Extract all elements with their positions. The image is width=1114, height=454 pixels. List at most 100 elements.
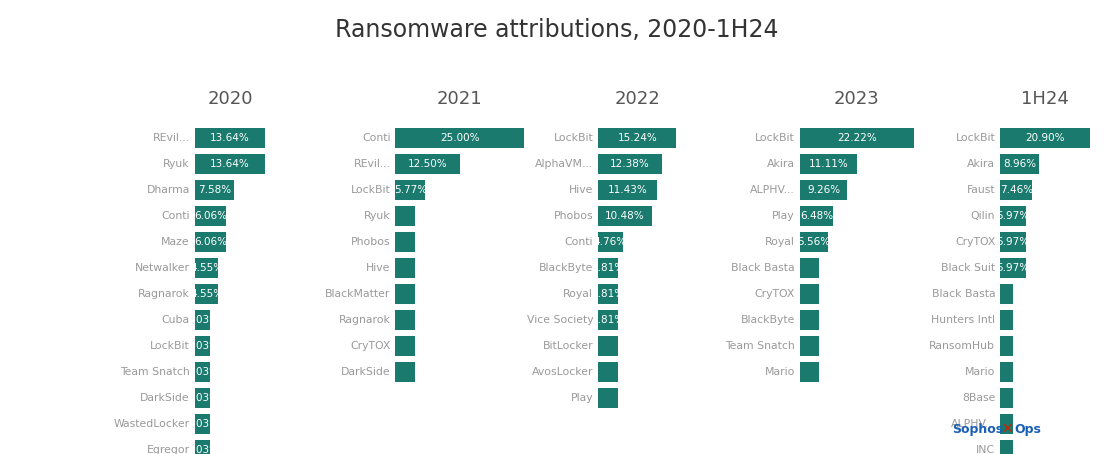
- Bar: [800, 336, 819, 356]
- Text: Egregor: Egregor: [147, 445, 190, 454]
- Bar: [800, 310, 819, 330]
- Text: 13.64%: 13.64%: [211, 133, 250, 143]
- Text: 20.90%: 20.90%: [1025, 133, 1065, 143]
- Text: 4.55%: 4.55%: [190, 289, 223, 299]
- Text: Phobos: Phobos: [351, 237, 391, 247]
- Bar: [1000, 336, 1013, 356]
- Text: Akira: Akira: [967, 159, 996, 169]
- Text: Play: Play: [772, 211, 795, 221]
- Text: 2023: 2023: [834, 90, 880, 108]
- Bar: [195, 284, 218, 304]
- Text: 10.48%: 10.48%: [605, 211, 645, 221]
- Text: ALPHV...: ALPHV...: [950, 419, 996, 429]
- Text: 4.55%: 4.55%: [190, 263, 223, 273]
- Bar: [598, 180, 657, 200]
- Text: 3.03%: 3.03%: [186, 315, 219, 325]
- Bar: [395, 232, 416, 252]
- Text: 15.24%: 15.24%: [617, 133, 657, 143]
- Text: AvosLocker: AvosLocker: [531, 367, 594, 377]
- Text: ALPHV...: ALPHV...: [750, 185, 795, 195]
- Bar: [195, 362, 211, 382]
- Text: WastedLocker: WastedLocker: [114, 419, 190, 429]
- Bar: [598, 310, 618, 330]
- Bar: [598, 258, 618, 278]
- Bar: [598, 128, 676, 148]
- Text: BlackMatter: BlackMatter: [325, 289, 391, 299]
- Text: 5.97%: 5.97%: [997, 237, 1029, 247]
- Text: Conti: Conti: [162, 211, 190, 221]
- Bar: [598, 388, 618, 408]
- Text: Ransomware attributions, 2020-1H24: Ransomware attributions, 2020-1H24: [335, 18, 779, 42]
- Text: 2022: 2022: [615, 90, 661, 108]
- Text: RansomHub: RansomHub: [929, 341, 996, 351]
- Bar: [195, 154, 265, 174]
- Bar: [598, 284, 618, 304]
- Text: 3.03%: 3.03%: [186, 445, 219, 454]
- Bar: [195, 310, 211, 330]
- Text: BlackByte: BlackByte: [741, 315, 795, 325]
- Text: Play: Play: [570, 393, 594, 403]
- Text: 5.56%: 5.56%: [798, 237, 831, 247]
- Bar: [395, 284, 416, 304]
- Bar: [395, 180, 426, 200]
- Text: 13.64%: 13.64%: [211, 159, 250, 169]
- Text: 4.76%: 4.76%: [594, 237, 627, 247]
- Bar: [195, 258, 218, 278]
- Bar: [195, 336, 211, 356]
- Bar: [395, 258, 416, 278]
- Bar: [195, 128, 265, 148]
- Text: Black Basta: Black Basta: [931, 289, 996, 299]
- Text: Ryuk: Ryuk: [364, 211, 391, 221]
- Text: DarkSide: DarkSide: [140, 393, 190, 403]
- Text: Mario: Mario: [965, 367, 996, 377]
- Text: LockBit: LockBit: [150, 341, 190, 351]
- Bar: [800, 128, 913, 148]
- Text: 6.06%: 6.06%: [194, 237, 227, 247]
- Text: 3.03%: 3.03%: [186, 341, 219, 351]
- Text: Ryuk: Ryuk: [164, 159, 190, 169]
- Text: 1H24: 1H24: [1022, 90, 1069, 108]
- Text: Conti: Conti: [362, 133, 391, 143]
- Bar: [195, 440, 211, 454]
- Text: 11.43%: 11.43%: [607, 185, 647, 195]
- Bar: [195, 232, 226, 252]
- Text: 12.50%: 12.50%: [408, 159, 448, 169]
- Bar: [598, 336, 618, 356]
- Text: Royal: Royal: [564, 289, 594, 299]
- Text: 3.81%: 3.81%: [592, 263, 625, 273]
- Bar: [395, 128, 524, 148]
- Text: Vice Society: Vice Society: [527, 315, 594, 325]
- Bar: [1000, 154, 1038, 174]
- Text: CryTOX: CryTOX: [754, 289, 795, 299]
- Text: Cuba: Cuba: [162, 315, 190, 325]
- Text: 6.48%: 6.48%: [800, 211, 833, 221]
- Text: Ops: Ops: [1015, 423, 1042, 435]
- Text: 8.96%: 8.96%: [1003, 159, 1036, 169]
- Bar: [1000, 180, 1033, 200]
- Bar: [598, 232, 623, 252]
- Bar: [800, 232, 829, 252]
- Bar: [1000, 362, 1013, 382]
- Bar: [395, 336, 416, 356]
- Text: 2021: 2021: [437, 90, 482, 108]
- Bar: [1000, 388, 1013, 408]
- Text: BlackByte: BlackByte: [539, 263, 594, 273]
- Bar: [800, 258, 819, 278]
- Bar: [1000, 258, 1026, 278]
- Bar: [395, 310, 416, 330]
- Text: REvil...: REvil...: [353, 159, 391, 169]
- Bar: [195, 206, 226, 226]
- Text: 7.46%: 7.46%: [999, 185, 1033, 195]
- Text: 2020: 2020: [207, 90, 253, 108]
- Text: LockBit: LockBit: [755, 133, 795, 143]
- Text: Ragnarok: Ragnarok: [339, 315, 391, 325]
- Text: 3.03%: 3.03%: [186, 419, 219, 429]
- Bar: [1000, 414, 1013, 434]
- Text: 5.77%: 5.77%: [393, 185, 427, 195]
- Text: 11.11%: 11.11%: [809, 159, 848, 169]
- Text: Hive: Hive: [367, 263, 391, 273]
- Text: Qilin: Qilin: [971, 211, 996, 221]
- Bar: [1000, 440, 1013, 454]
- Bar: [1000, 232, 1026, 252]
- Bar: [800, 362, 819, 382]
